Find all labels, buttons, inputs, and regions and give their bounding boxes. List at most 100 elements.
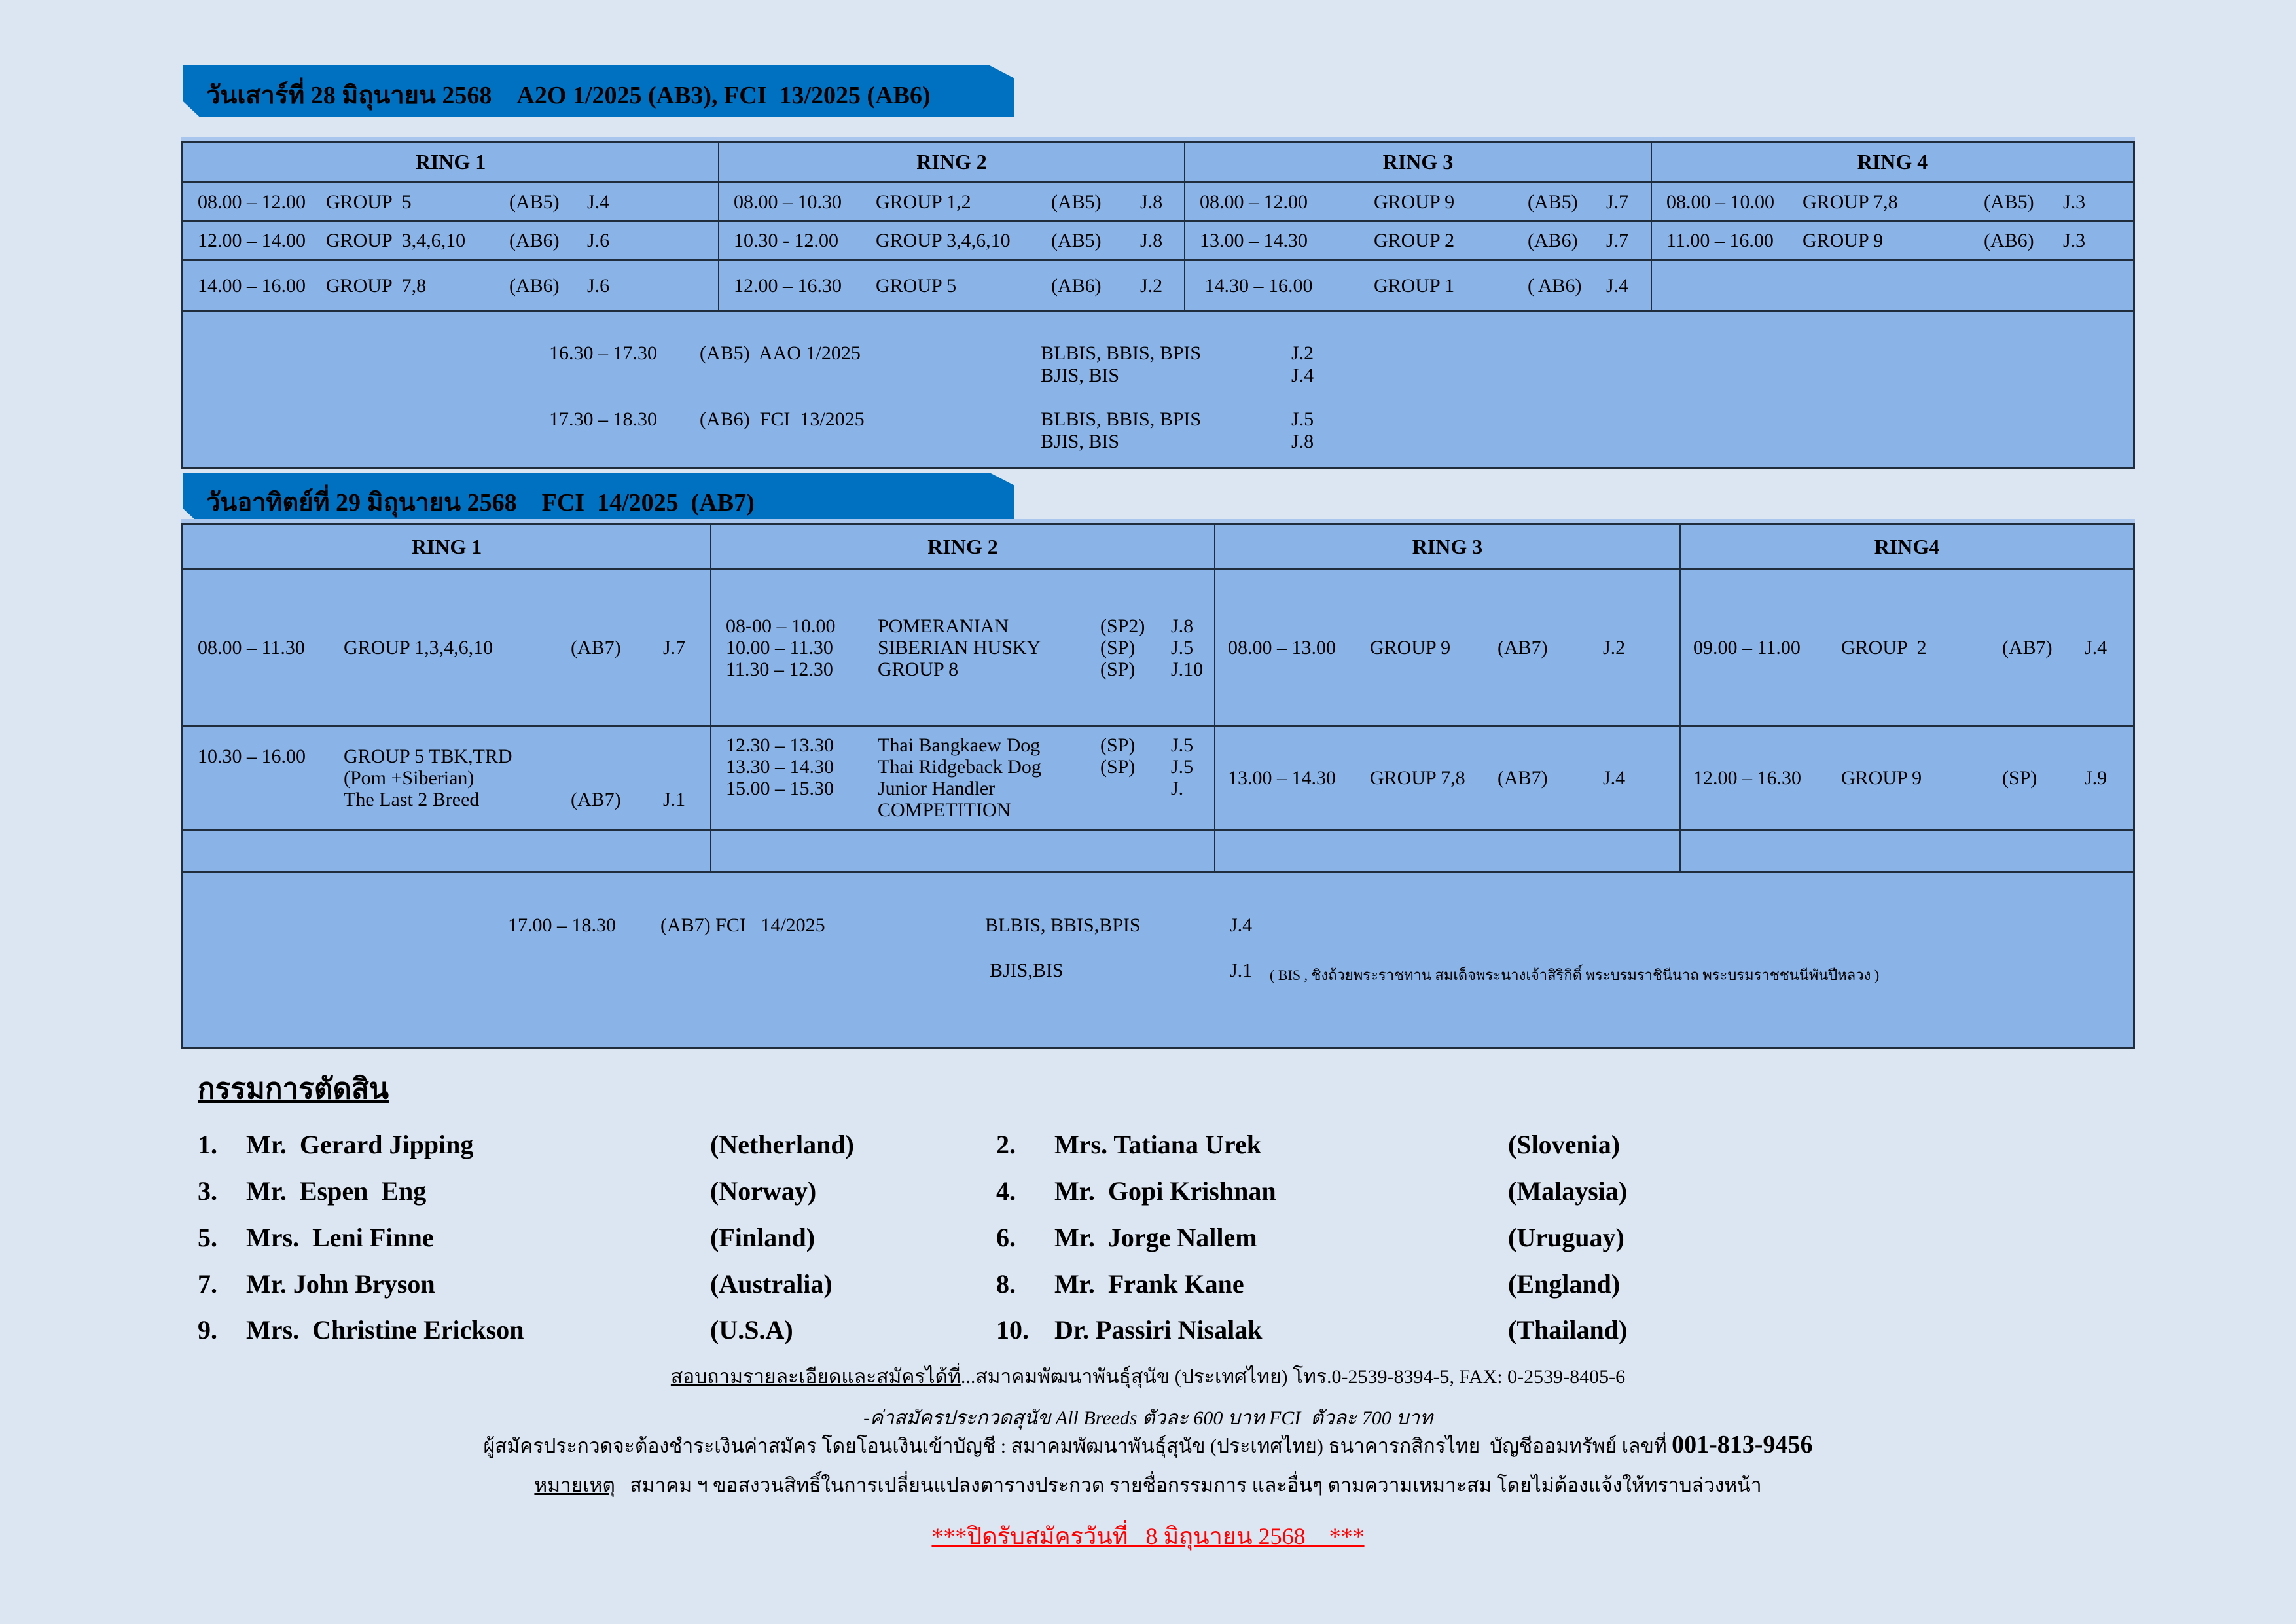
judge-country: (Thailand) [1508,1315,1628,1344]
schedule-cell-ring-3: 13.00 – 14.30 GROUP 2 (AB6) J.7 [1185,222,1652,259]
entry-code: (AB6) [509,275,560,297]
entry-judge: J.5 [1171,636,1194,659]
day2-title: วันอาทิตย์ที่ 29 มิถุนายน 2568 FCI 14/20… [206,489,755,516]
schedule-entry: 08.00 – 12.00 GROUP 5 (AB5) J.4 [183,191,718,213]
judge-country: (Malaysia) [1508,1176,1628,1206]
schedule-entry: 10.30 – 16.00 GROUP 5 TBK,TRD [183,746,710,767]
inquiry-line: สอบถามรายละเอียดและสมัครได้ที่...สมาคมพั… [0,1362,2296,1392]
entry-judge: J.6 [587,275,610,297]
entry-time: 08.00 – 10.00 [1666,190,1774,213]
header-row: RING 1 RING 2 RING 3 RING4 [183,525,2133,570]
schedule-cell-ring-2: 10.30 - 12.00 GROUP 3,4,6,10 (AB5) J.8 [719,222,1185,259]
entry-group: COMPETITION [878,799,1011,821]
final-time: 16.30 – 17.30 [549,342,657,364]
final-judge: J.2 [1291,342,1314,364]
entry-code: (AB5) [1984,190,2034,213]
entry-time: 14.00 – 16.00 [198,275,306,297]
final-awards: BJIS,BIS [990,960,1064,981]
table-row: 08.00 – 11.30 GROUP 1,3,4,6,10 (AB7) J.7 08-… [183,570,2133,727]
entry-code: (AB6) [509,230,560,251]
entry-judge: J.5 [1171,756,1194,778]
schedule-cell-ring-1: 08.00 – 12.00 GROUP 5 (AB5) J.4 [183,183,719,220]
judge-no: 7. [198,1269,217,1299]
entry-group: GROUP 8 [878,658,959,680]
entry-group: Junior Handler [878,778,996,799]
day2-schedule-table: RING 1 RING 2 RING 3 RING4 08.00 – 11.30 GROU… [181,523,2135,1049]
entry-judge: J.3 [2063,190,2086,213]
entry-time: 14.30 – 16.00 [1200,275,1313,297]
entry-judge: J.8 [1171,615,1194,637]
schedule-cell-ring-1: 14.00 – 16.00 GROUP 7,8 (AB6) J.6 [183,261,719,310]
entry-time: 08.00 – 12.00 [1200,190,1308,213]
entry-time: 12.30 – 13.30 [726,734,834,756]
entry-code: (SP) [1100,734,1136,756]
schedule-entry: 12.30 – 13.30 Thai Bangkaew Dog (SP) J.5 [711,734,1214,756]
schedule-cell-ring-2: 08.00 – 10.30 GROUP 1,2 (AB5) J.8 [719,183,1185,220]
judge-country: (Netherland) [710,1130,854,1159]
entry-time: 08.00 – 10.30 [734,190,842,213]
entry-time: 08-00 – 10.00 [726,615,836,637]
entry-group: GROUP 3,4,6,10 [876,230,1011,251]
entry-code: (AB6) [1051,275,1102,297]
schedule-cell-ring-4 [1652,261,2133,310]
schedule-cell-ring-1: 12.00 – 14.00 GROUP 3,4,6,10 (AB6) J.6 [183,222,719,259]
judge-name: Mr. John Bryson [246,1269,435,1299]
judge-no: 4. [996,1176,1016,1206]
entry-group: GROUP 5 [326,190,412,213]
inquiry-label: สอบถามรายละเอียดและสมัครได้ที่ [670,1366,961,1388]
judge-no: 8. [996,1269,1016,1299]
final-judge: J.4 [1230,914,1253,936]
remark-line: หมายเหตุ สมาคม ฯ ขอสงวนสิทธิ์ในการเปลี่ย… [0,1470,2296,1501]
header-row: RING 1 RING 2 RING 3 RING 4 [183,143,2133,183]
entry-time: 08.00 – 11.30 [198,636,305,659]
entry-group: GROUP 9 [1841,767,1922,789]
inquiry-text: ...สมาคมพัฒนาพันธุ์สุนัข (ประเทศไทย) โทร… [960,1366,1626,1388]
entry-judge: J.8 [1140,190,1163,213]
schedule-cell-ring-3: 08.00 – 12.00 GROUP 9 (AB5) J.7 [1185,183,1652,220]
entry-group: GROUP 2 [1374,230,1455,251]
entry-group: GROUP 9 [1370,636,1451,659]
schedule-entry: (Pom +Siberian) [183,767,710,789]
entry-judge: J.6 [587,230,610,251]
schedule-cell-ring-1 [183,831,711,871]
judges-heading: กรรมการตัดสิน [198,1073,389,1105]
entry-time: 10.30 - 12.00 [734,230,838,251]
entry-judge: J.8 [1140,230,1163,251]
judge-no: 5. [198,1223,217,1252]
final-awards: BLBIS, BBIS, BPIS [1041,408,1202,430]
entry-time: 13.00 – 14.30 [1228,767,1336,789]
entry-judge: J.5 [1171,734,1194,756]
entry-group: GROUP 7,8 [1803,190,1898,213]
schedule-entry: 14.30 – 16.00 GROUP 1 ( AB6) J.4 [1185,275,1651,297]
schedule-cell-ring-3: 14.30 – 16.00 GROUP 1 ( AB6) J.4 [1185,261,1652,310]
schedule-cell-ring-4 [1681,831,2133,871]
ring-header-2: RING 2 [711,525,1215,568]
entry-judge: J.2 [1603,636,1626,659]
entry-time: 13.00 – 14.30 [1200,230,1308,251]
table-row [183,831,2133,873]
entry-judge: J.7 [663,636,686,659]
day2-banner: วันอาทิตย์ที่ 29 มิถุนายน 2568 FCI 14/20… [183,473,1014,524]
entry-judge: J. [1171,778,1184,799]
table-row: 12.00 – 14.00 GROUP 3,4,6,10 (AB6) J.6 10.30… [183,222,2133,261]
judge-name: Mr. Jorge Nallem [1054,1223,1257,1252]
schedule-cell-ring-2: 12.00 – 16.30 GROUP 5 (AB6) J.2 [719,261,1185,310]
entry-time: 13.30 – 14.30 [726,756,834,778]
schedule-cell-ring-1: 08.00 – 11.30 GROUP 1,3,4,6,10 (AB7) J.7 [183,570,711,725]
final-judge: J.5 [1291,408,1314,430]
judge-no: 10. [996,1315,1029,1344]
day1-title: วันเสาร์ที่ 28 มิถุนายน 2568 A2O 1/2025 … [206,82,931,109]
entry-group: The Last 2 Breed [344,788,480,810]
schedule-cell-ring-2: 12.30 – 13.30 Thai Bangkaew Dog (SP) J.5 13.… [711,727,1215,829]
ring-header-4: RING 4 [1857,150,1928,173]
entry-time: 10.30 – 16.00 [198,745,306,767]
entry-code: (AB6) [1528,230,1578,251]
entry-code: (SP) [2002,767,2037,789]
payment-line: ผู้สมัครประกวดจะต้องชำระเงินค่าสมัคร โดย… [0,1430,2296,1462]
entry-group: GROUP 5 TBK,TRD [344,745,512,767]
entry-judge: J.1 [663,788,686,810]
entry-group: GROUP 9 [1803,230,1884,251]
entry-code: (SP) [1100,756,1136,778]
judge-no: 9. [198,1315,217,1344]
ring-header-4: RING4 [1874,534,1940,558]
